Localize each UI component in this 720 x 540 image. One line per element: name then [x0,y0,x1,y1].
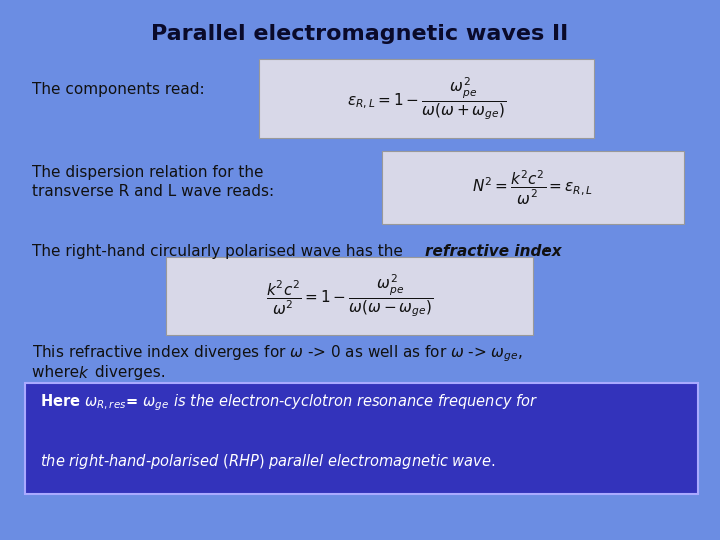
Text: $\it{the\ right\text{-}hand\text{-}polarised\ (RHP)\ parallel\ electromagnetic\ : $\it{the\ right\text{-}hand\text{-}polar… [40,452,495,471]
FancyBboxPatch shape [382,151,684,224]
Text: $\dfrac{k^{2}c^{2}}{\omega^{2}} = 1 - \dfrac{\omega_{pe}^{2}}{\omega(\omega - \o: $\dfrac{k^{2}c^{2}}{\omega^{2}} = 1 - \d… [266,272,433,319]
Text: $N^{2} = \dfrac{k^{2}c^{2}}{\omega^{2}} = \epsilon_{R,L}$: $N^{2} = \dfrac{k^{2}c^{2}}{\omega^{2}} … [472,168,593,207]
Text: The right-hand circularly polarised wave has the: The right-hand circularly polarised wave… [32,244,408,259]
FancyBboxPatch shape [166,256,533,335]
Text: Here $\omega_{R,res}$= $\omega_{ge}$ $\it{is\ the\ electron\text{-}cyclotron\ re: Here $\omega_{R,res}$= $\omega_{ge}$ $\i… [40,392,538,413]
Text: This refractive index diverges for $\omega$ -> 0 as well as for $\omega$ -> $\om: This refractive index diverges for $\ome… [32,343,523,364]
Text: where: where [32,365,84,380]
Text: Parallel electromagnetic waves II: Parallel electromagnetic waves II [151,24,569,44]
Text: transverse R and L wave reads:: transverse R and L wave reads: [32,184,274,199]
Text: The dispersion relation for the: The dispersion relation for the [32,165,264,180]
Text: :: : [544,244,549,259]
Text: $\epsilon_{R,L} = 1 - \dfrac{\omega_{pe}^{2}}{\omega(\omega + \omega_{ge})}$: $\epsilon_{R,L} = 1 - \dfrac{\omega_{pe}… [347,75,506,122]
Text: The components read:: The components read: [32,82,205,97]
Text: refractive index: refractive index [425,244,562,259]
Text: $k$: $k$ [78,364,90,381]
Text: diverges.: diverges. [90,365,166,380]
FancyBboxPatch shape [259,59,594,138]
FancyBboxPatch shape [25,383,698,494]
